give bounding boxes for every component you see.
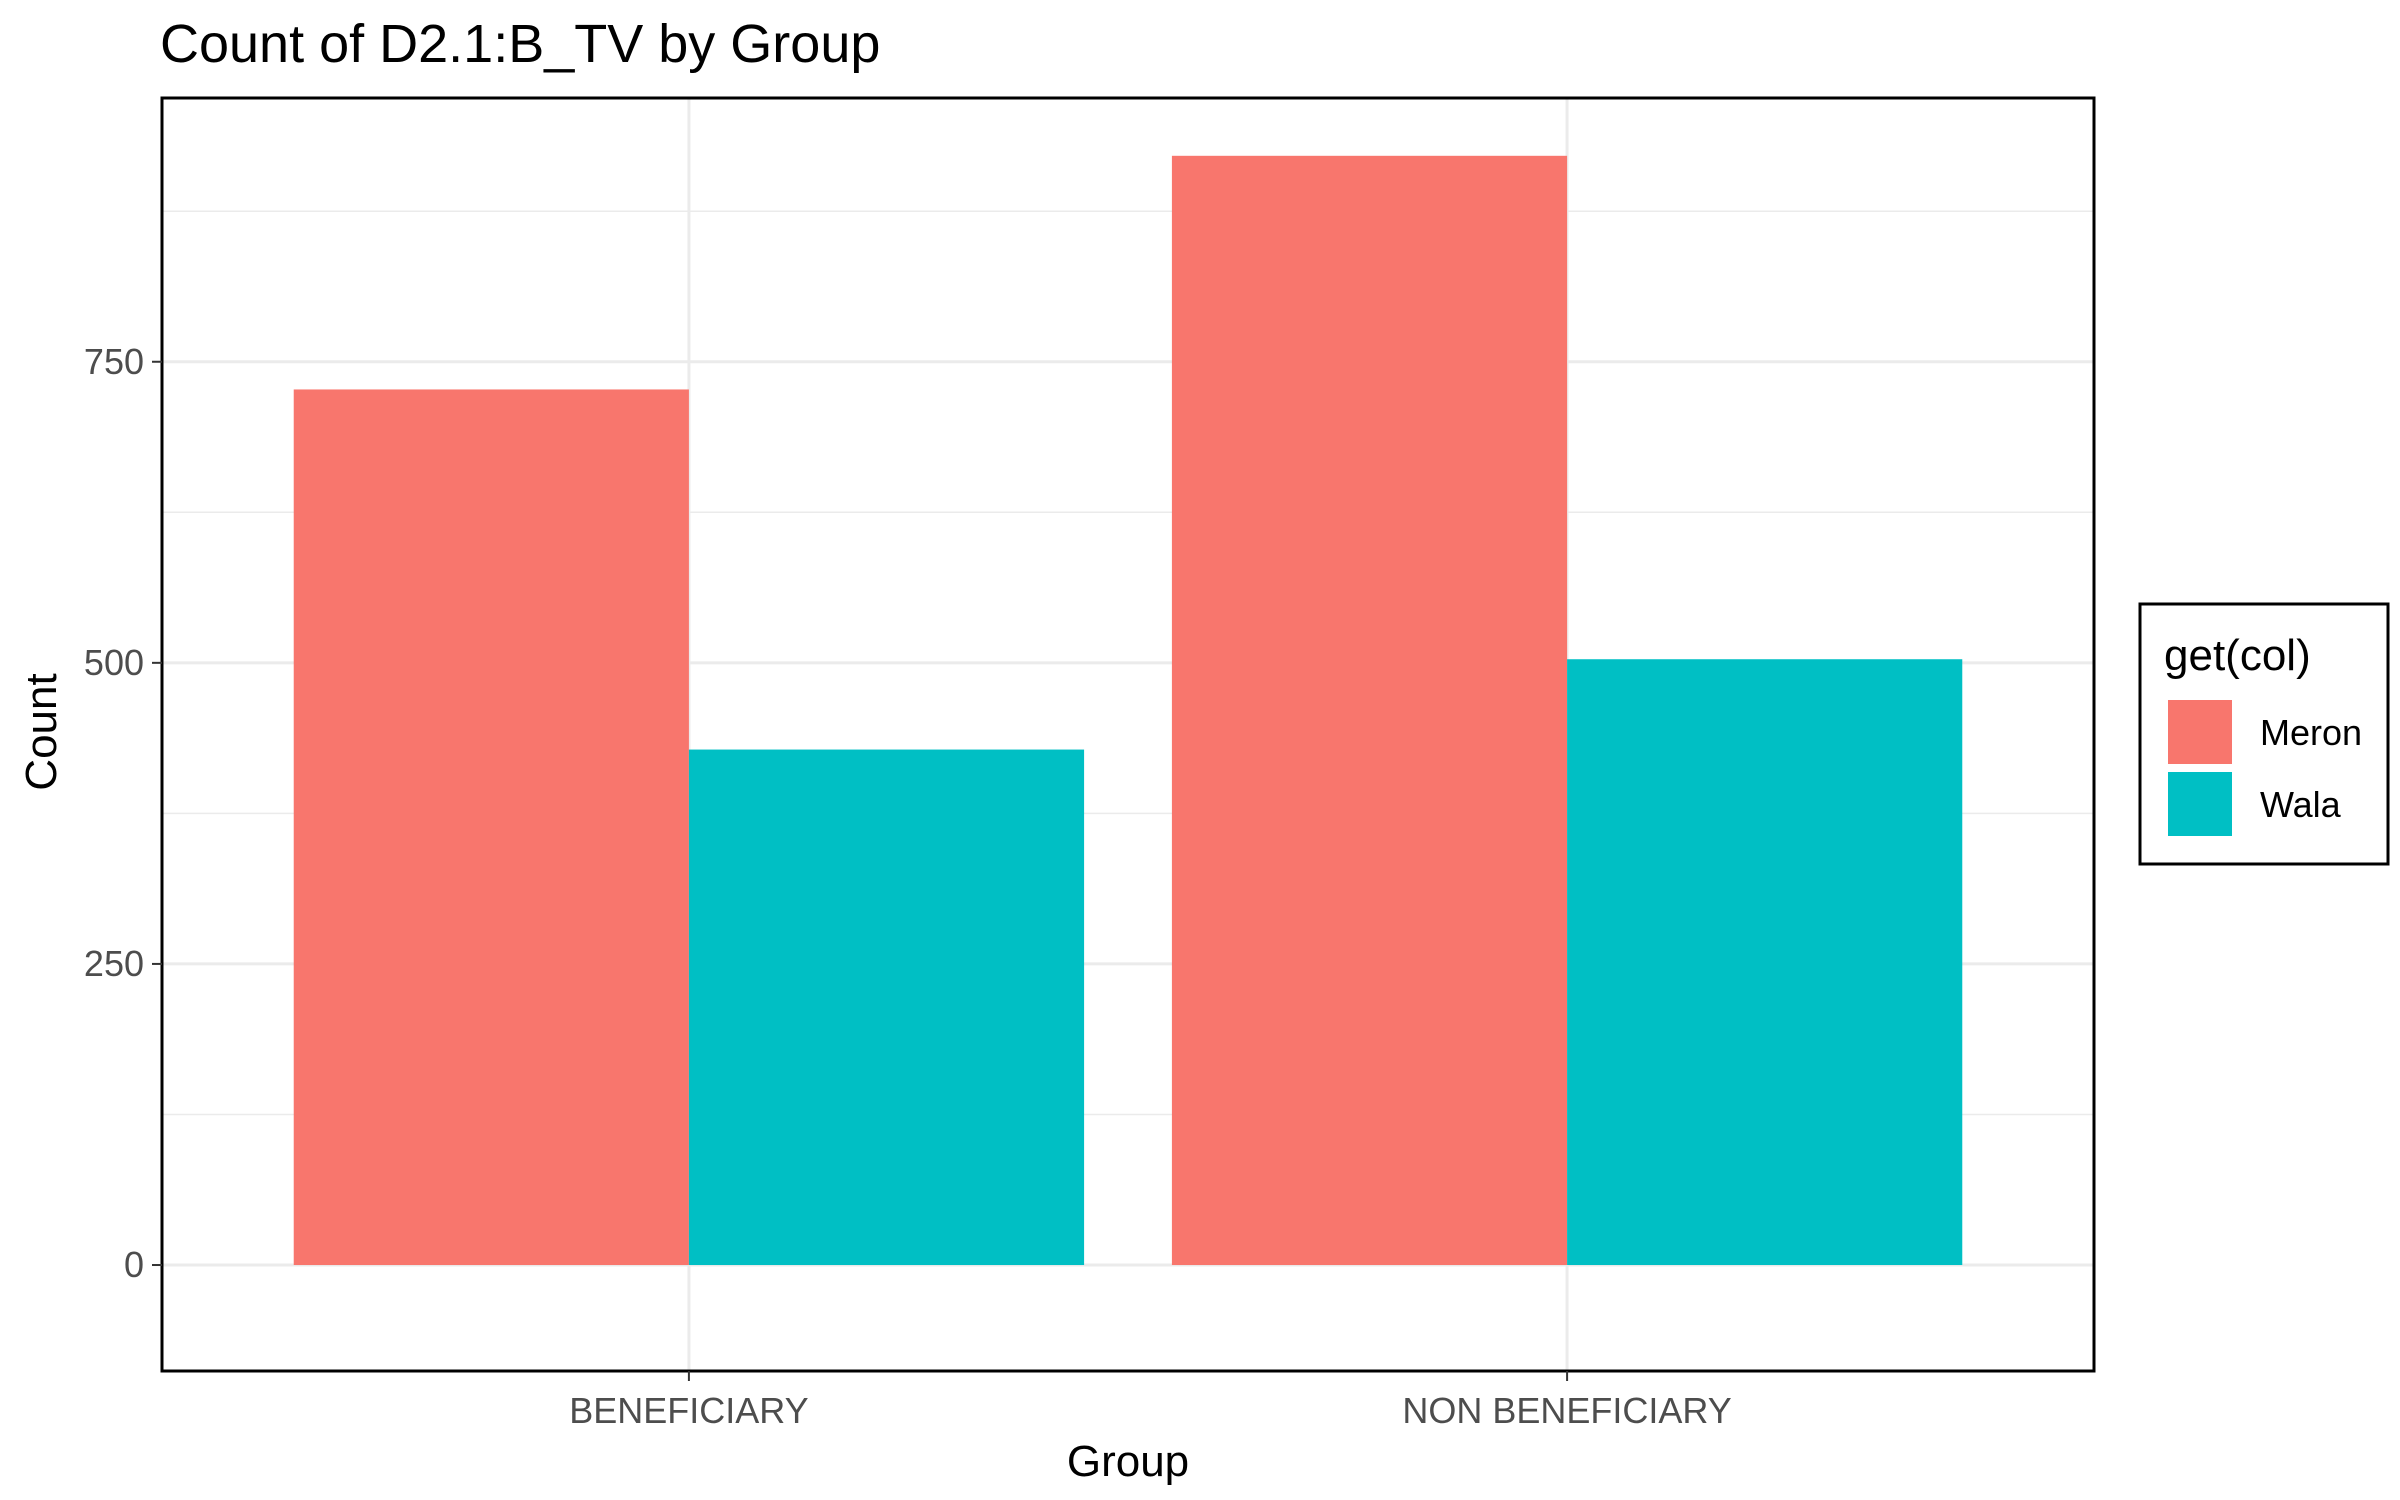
bar-meron-0 <box>293 389 689 1266</box>
plot-border <box>160 96 2096 1373</box>
y-axis-title: Count <box>17 673 66 790</box>
y-tick-label: 250 <box>84 943 144 984</box>
legend-key-meron <box>2168 700 2232 764</box>
legend: get(col) Meron Wala <box>2138 602 2390 866</box>
legend-key-wala <box>2168 772 2232 836</box>
legend-label-wala: Wala <box>2260 784 2342 825</box>
legend-label-meron: Meron <box>2260 712 2362 753</box>
bar-wala-1 <box>1567 659 1963 1266</box>
chart-title: Count of D2.1:B_TV by Group <box>160 14 880 74</box>
y-tick-label: 0 <box>124 1244 144 1285</box>
bar-meron-1 <box>1171 155 1568 1266</box>
x-tick-label: BENEFICIARY <box>569 1390 808 1431</box>
y-tick-label: 750 <box>84 341 144 382</box>
y-tick-label: 500 <box>84 642 144 683</box>
legend-title: get(col) <box>2164 631 2311 680</box>
x-axis-title: Group <box>1067 1437 1189 1486</box>
plot-area: 0 250 500 750 BENEFICIARY NON BENEFICIARY <box>84 96 2096 1431</box>
x-tick-label: NON BENEFICIARY <box>1402 1390 1731 1431</box>
bar-wala-0 <box>688 749 1085 1266</box>
